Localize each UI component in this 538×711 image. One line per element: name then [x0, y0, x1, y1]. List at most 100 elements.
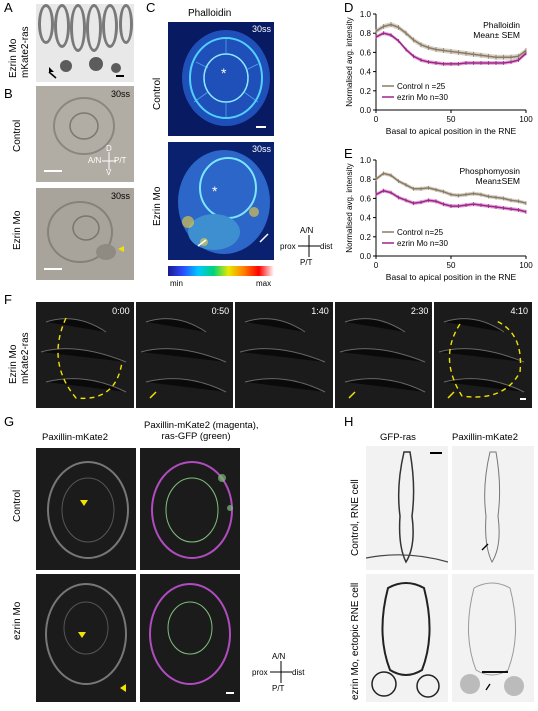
time-3: 1:40	[311, 306, 329, 316]
panel-g-control-paxillin	[36, 448, 136, 570]
panel-h-row-control: Control, RNE cell	[350, 479, 361, 556]
legend-label-2: ezrin Mo n=30	[397, 93, 448, 102]
y-axis-label: Normalised avg. intensity	[345, 17, 354, 106]
panel-letter-g: G	[4, 414, 15, 429]
y-axis-label: Normalised avg. intensity	[345, 163, 354, 252]
axis-dist: dist	[320, 242, 333, 251]
legend-label-1: Control n =25	[397, 82, 446, 91]
panel-c-stage-control: 30ss	[251, 24, 271, 34]
panel-h-col1: GFP-ras	[380, 432, 416, 443]
panel-a-label: Ezrin Mo mKate2-ras	[8, 26, 31, 78]
axis-an: A/N	[88, 156, 102, 165]
y-tick-label: 0.0	[360, 106, 372, 115]
panel-a-micrograph	[36, 4, 134, 82]
panel-letter-a: A	[4, 0, 13, 15]
panel-h-ezrin-paxillin	[452, 574, 534, 702]
panel-g-col1: Paxillin-mKate2	[42, 432, 108, 443]
panel-g-ezrin-paxillin	[36, 574, 136, 702]
x-tick-label: 50	[447, 261, 456, 270]
svg-text:*: *	[212, 183, 218, 199]
sem-band-2	[376, 188, 526, 214]
panel-c-stage-ezrin: 30ss	[251, 144, 271, 154]
panel-b-ezrin-image: 30ss	[36, 188, 134, 280]
time-5: 4:10	[510, 306, 528, 316]
x-tick-label: 50	[447, 115, 456, 124]
x-tick-label: 100	[519, 261, 533, 270]
panel-c-title: Phalloidin	[188, 8, 232, 19]
frame-4: 2:30	[334, 302, 433, 408]
panel-g-axes: A/N prox dist P/T	[252, 652, 312, 702]
frame-5: 4:10	[434, 302, 532, 408]
panel-g-row-ezrin: ezrin Mo	[12, 601, 23, 640]
panel-h-row-ezrin: ezrin Mo, ectopic RNE cell	[350, 582, 361, 700]
panel-c-row-ezrin: Ezrin Mo	[152, 186, 163, 226]
panel-f-timelapse: 0:00 0:50 1:40 2:30 4:10	[36, 302, 532, 408]
y-tick-label: 1.0	[360, 10, 372, 19]
panel-g-control-merge	[140, 448, 240, 570]
axis-pt: P/T	[272, 684, 285, 693]
legend-label-1: Control n=25	[397, 228, 444, 237]
axis-an: A/N	[300, 226, 314, 235]
panel-c-axes: A/N prox dist P/T	[280, 226, 340, 276]
x-axis-label: Basal to apical position in the RNE	[386, 272, 517, 282]
axis-dist: dist	[292, 668, 305, 677]
y-tick-label: 0.4	[360, 214, 372, 223]
panel-h-control-gfp	[365, 446, 449, 570]
time-4: 2:30	[410, 306, 429, 316]
time-2: 0:50	[211, 306, 230, 316]
frame-2: 0:50	[135, 302, 234, 408]
y-tick-label: 0.4	[360, 68, 372, 77]
panel-g-row-control: Control	[12, 489, 23, 522]
axis-d: D	[106, 144, 112, 153]
panel-letter-d: D	[344, 0, 354, 15]
x-tick-label: 0	[374, 115, 379, 124]
panel-g-ezrin-merge	[140, 574, 240, 702]
frame-1: 0:00	[36, 302, 134, 408]
x-tick-label: 0	[374, 261, 379, 270]
panel-letter-f: F	[4, 292, 12, 307]
panel-c-control-image: * 30ss	[168, 22, 274, 136]
y-tick-label: 0.8	[360, 175, 372, 184]
chart-title: Phalloidin	[483, 20, 520, 30]
chart-title: Mean±SEM	[476, 176, 520, 186]
time-1: 0:00	[112, 306, 130, 316]
panel-f-label: Ezrin Mo mKate2-ras	[8, 332, 31, 384]
axis-pt: P/T	[300, 258, 313, 267]
axis-an: A/N	[272, 652, 286, 661]
colorbar-min-label: min	[170, 279, 183, 288]
frame-3: 1:40	[235, 302, 333, 408]
chart-title: Phosphomyosin	[460, 166, 521, 176]
panel-c-colorbar	[168, 266, 274, 276]
panel-b-control-image: 30ss D V A/N P/T	[36, 86, 134, 182]
panel-a-image	[36, 4, 134, 82]
panel-h-col2: Paxillin-mKate2	[452, 432, 518, 443]
x-tick-label: 100	[519, 115, 533, 124]
panel-letter-e: E	[344, 146, 353, 161]
axis-pt: P/T	[114, 156, 127, 165]
panel-b-axes: D V A/N P/T	[88, 144, 132, 178]
panel-letter-b: B	[4, 86, 13, 101]
y-tick-label: 0.0	[360, 252, 372, 261]
panel-b-row-control: Control	[12, 119, 23, 152]
panel-letter-c: C	[146, 0, 156, 15]
panel-h-ezrin-gfp	[366, 574, 448, 702]
svg-text:*: *	[221, 65, 227, 81]
y-tick-label: 0.6	[360, 48, 372, 57]
panel-letter-h: H	[344, 414, 354, 429]
panel-b-stage-control: 30ss	[110, 89, 130, 99]
axis-v: V	[106, 168, 112, 177]
y-tick-label: 0.8	[360, 29, 372, 38]
panel-b-row-ezrin: Ezrin Mo	[12, 210, 23, 250]
y-tick-label: 0.6	[360, 194, 372, 203]
y-tick-label: 0.2	[360, 87, 372, 96]
colorbar-max-label: max	[256, 279, 272, 288]
y-tick-label: 0.2	[360, 233, 372, 242]
axis-prox: prox	[280, 242, 296, 251]
axis-prox: prox	[252, 668, 268, 677]
panel-h-control-paxillin	[452, 446, 534, 570]
y-tick-label: 1.0	[360, 156, 372, 165]
panel-c-row-control: Control	[152, 77, 163, 110]
legend-label-2: ezrin Mo n=30	[397, 239, 448, 248]
panel-g-col2: Paxillin-mKate2 (magenta), ras-GFP (gree…	[144, 420, 259, 442]
